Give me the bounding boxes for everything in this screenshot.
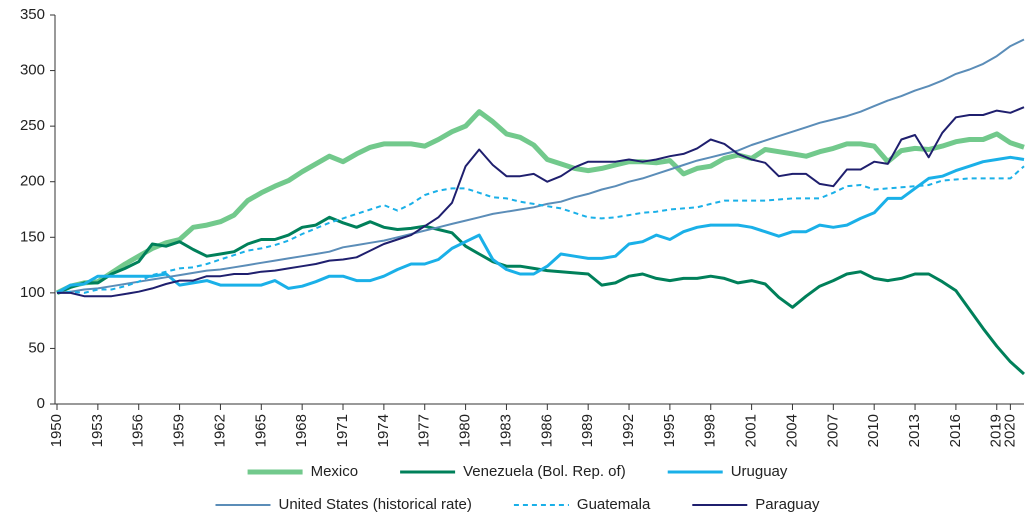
legend-label: United States (historical rate) [278,496,471,513]
legend-label: Guatemala [577,496,651,513]
x-tick-label: 1974 [375,414,392,447]
x-tick-label: 2013 [906,414,923,447]
legend-row: United States (historical rate) Guatemala… [215,496,820,513]
x-tick-label: 1950 [48,414,65,447]
series-line [56,215,1026,376]
legend-label: Mexico [311,463,359,480]
x-tick-label: 1980 [457,414,474,447]
legend-label: Venezuela (Bol. Rep. of) [463,463,626,480]
series-line [57,106,1025,298]
x-tick-label: 1998 [702,414,719,447]
x-tick-label: 2004 [783,414,800,447]
y-tick-label: 200 [20,173,45,190]
legend-row: Mexico Venezuela (Bol. Rep. of) Uruguay [247,463,788,480]
x-tick-label: 1956 [130,414,147,447]
series-line [56,165,1025,294]
x-tick-label: 2019 [988,414,1005,447]
legend-label: Uruguay [731,463,788,480]
x-tick-label: 2020 [1001,414,1018,447]
series-line [56,155,1025,295]
y-tick-label: 250 [20,117,45,134]
y-tick-label: 50 [28,339,45,356]
legend-label: Paraguay [755,496,820,513]
x-tick-label: 1989 [579,414,596,447]
x-tick-label: 1971 [334,414,351,447]
x-tick-label: 1959 [171,414,188,447]
x-tick-label: 1992 [620,414,637,447]
x-tick-label: 1995 [661,414,678,447]
y-tick-label: 300 [20,62,45,79]
x-tick-label: 1953 [89,414,106,447]
y-tick-label: 100 [20,284,45,301]
x-tick-label: 1983 [497,414,514,447]
x-tick-label: 1962 [211,414,228,447]
series-line [55,109,1025,296]
x-tick-label: 2007 [824,414,841,447]
x-tick-label: 2010 [865,414,882,447]
x-tick-label: 2001 [743,414,760,447]
x-tick-label: 1986 [538,414,555,447]
x-tick-label: 1968 [293,414,310,447]
x-tick-label: 1965 [252,414,269,447]
x-tick-label: 1977 [416,414,433,447]
x-tick-label: 2016 [947,414,964,447]
y-tick-label: 150 [20,228,45,245]
y-tick-label: 0 [37,395,45,412]
y-tick-label: 350 [20,6,45,23]
